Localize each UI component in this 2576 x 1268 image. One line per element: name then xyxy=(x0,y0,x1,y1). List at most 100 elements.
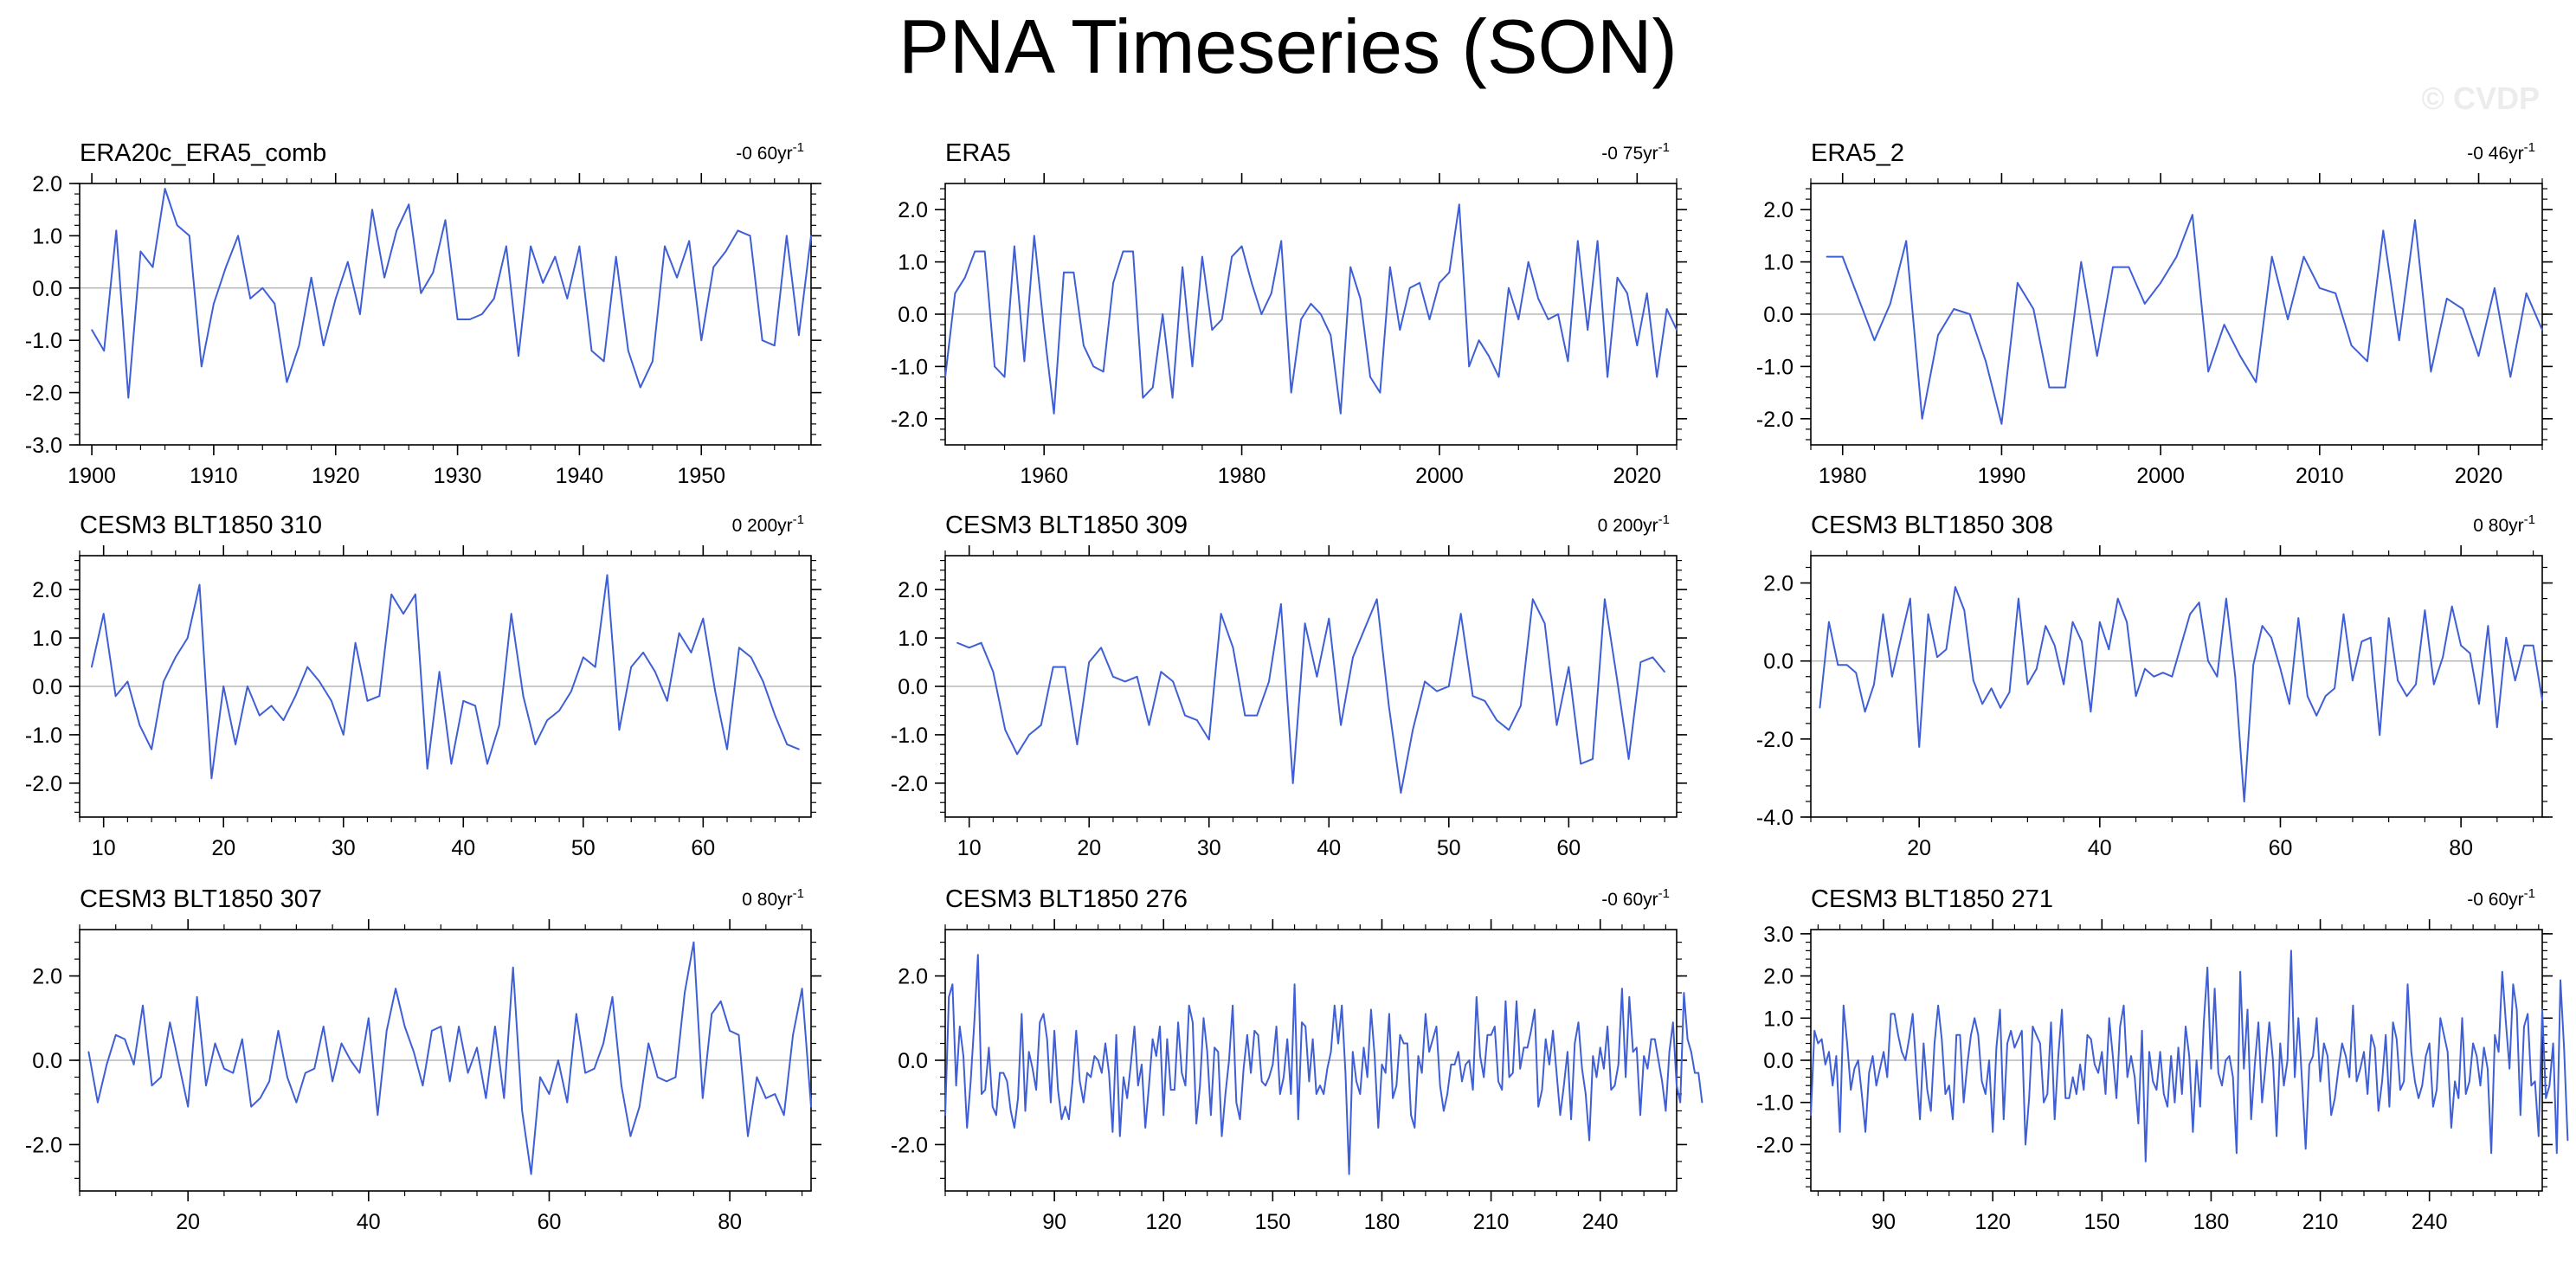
trend-label: 0 80yr-1 xyxy=(2473,512,2535,536)
data-point xyxy=(2261,625,2264,627)
data-point xyxy=(2195,1059,2198,1061)
data-point xyxy=(151,748,152,750)
data-point xyxy=(295,1101,298,1104)
data-point xyxy=(1072,271,1075,274)
x-tick-label: 40 xyxy=(451,836,475,860)
data-point xyxy=(2155,1089,2158,1091)
data-point xyxy=(1871,1055,1874,1057)
data-point xyxy=(518,355,519,357)
data-point xyxy=(1549,1064,1550,1065)
data-point xyxy=(1974,1017,1975,1020)
data-point xyxy=(1988,1059,1990,1061)
x-tick-label: 1960 xyxy=(1020,464,1068,488)
data-point xyxy=(1955,1034,1957,1036)
data-point xyxy=(1908,1038,1910,1040)
data-point xyxy=(1188,1004,1190,1007)
data-point xyxy=(438,671,441,673)
data-point xyxy=(1182,266,1183,268)
data-point xyxy=(2479,1085,2482,1086)
data-point xyxy=(1352,656,1354,659)
data-point xyxy=(2221,1085,2223,1086)
data-point xyxy=(2360,1067,2361,1070)
y-tick-label: -2.0 xyxy=(25,382,62,406)
data-point xyxy=(1244,714,1246,717)
data-point xyxy=(2454,1080,2456,1083)
data-point xyxy=(2032,1026,2034,1027)
data-point xyxy=(225,266,227,268)
data-point xyxy=(1115,1034,1117,1036)
data-point xyxy=(546,719,548,721)
x-tick-label: 120 xyxy=(1145,1210,1182,1234)
data-point xyxy=(1256,714,1258,717)
data-point xyxy=(2167,1105,2168,1108)
data-point xyxy=(1828,1051,1830,1053)
data-point xyxy=(2430,370,2432,373)
data-point xyxy=(2370,636,2372,639)
x-tick-label: 240 xyxy=(1582,1210,1619,1234)
panel-title: CESM3 BLT1850 271 xyxy=(1811,885,2053,913)
data-point xyxy=(1220,1135,1223,1137)
data-point xyxy=(2160,282,2161,284)
panel-9: CESM3 BLT1850 271 -0 60yr-1 -2.0 -1.0 0.0 1.0… xyxy=(1756,885,2569,1234)
data-point xyxy=(2294,1076,2296,1078)
data-point xyxy=(1904,1059,1907,1061)
data-point xyxy=(2000,423,2003,425)
data-point xyxy=(1217,1051,1220,1053)
data-point xyxy=(201,365,203,368)
data-point xyxy=(91,329,93,331)
data-point xyxy=(1253,1030,1256,1032)
data-point xyxy=(948,996,950,998)
data-point xyxy=(1174,1089,1175,1091)
data-point xyxy=(1963,609,1966,611)
data-point xyxy=(210,777,213,780)
data-point xyxy=(1326,1067,1329,1070)
data-point xyxy=(259,714,261,717)
data-point xyxy=(2112,1055,2114,1057)
y-tick-label: 3.0 xyxy=(1763,923,1794,947)
data-point xyxy=(1076,743,1079,745)
trend-label: 0 200yr-1 xyxy=(732,512,804,536)
data-point xyxy=(1636,1046,1638,1049)
data-point xyxy=(1202,1017,1205,1020)
data-point xyxy=(1268,1076,1270,1078)
data-point xyxy=(1021,1013,1023,1015)
data-point xyxy=(1083,344,1085,347)
data-point xyxy=(1588,1139,1590,1142)
data-point xyxy=(1541,1089,1543,1091)
data-point xyxy=(261,287,264,289)
data-point xyxy=(1399,1034,1401,1036)
data-point xyxy=(1918,746,1920,748)
data-point xyxy=(973,1021,976,1023)
data-point xyxy=(1577,240,1579,242)
data-point xyxy=(2013,1046,2016,1049)
data-point xyxy=(1279,1093,1281,1095)
data-point xyxy=(1526,1046,1529,1049)
data-point xyxy=(1388,705,1390,707)
series-line xyxy=(87,941,812,1175)
y-tick-label: 0.0 xyxy=(898,1049,928,1073)
data-point xyxy=(2218,1072,2219,1074)
data-point xyxy=(1381,1064,1383,1065)
data-point xyxy=(2090,1038,2092,1040)
y-tick-label: 0.0 xyxy=(1763,1049,1794,1073)
y-tick-label: -1.0 xyxy=(1756,355,1794,379)
data-point xyxy=(1068,1118,1070,1120)
data-point xyxy=(242,1038,243,1040)
data-point xyxy=(2496,726,2498,729)
data-point xyxy=(196,996,198,998)
data-point xyxy=(114,1034,117,1036)
data-point xyxy=(2144,667,2146,670)
data-point xyxy=(1861,1093,1863,1095)
y-tick-label: 1.0 xyxy=(32,224,62,248)
data-point xyxy=(2367,1093,2368,1095)
data-point xyxy=(139,250,142,253)
data-point xyxy=(566,298,569,299)
data-point xyxy=(654,671,656,673)
data-point xyxy=(2534,1080,2536,1083)
data-point xyxy=(371,209,373,210)
data-point xyxy=(2270,636,2272,639)
data-point xyxy=(774,1093,776,1095)
data-point xyxy=(1214,1046,1215,1049)
x-tick-label: 40 xyxy=(2088,836,2112,860)
data-point xyxy=(2035,1034,2038,1036)
